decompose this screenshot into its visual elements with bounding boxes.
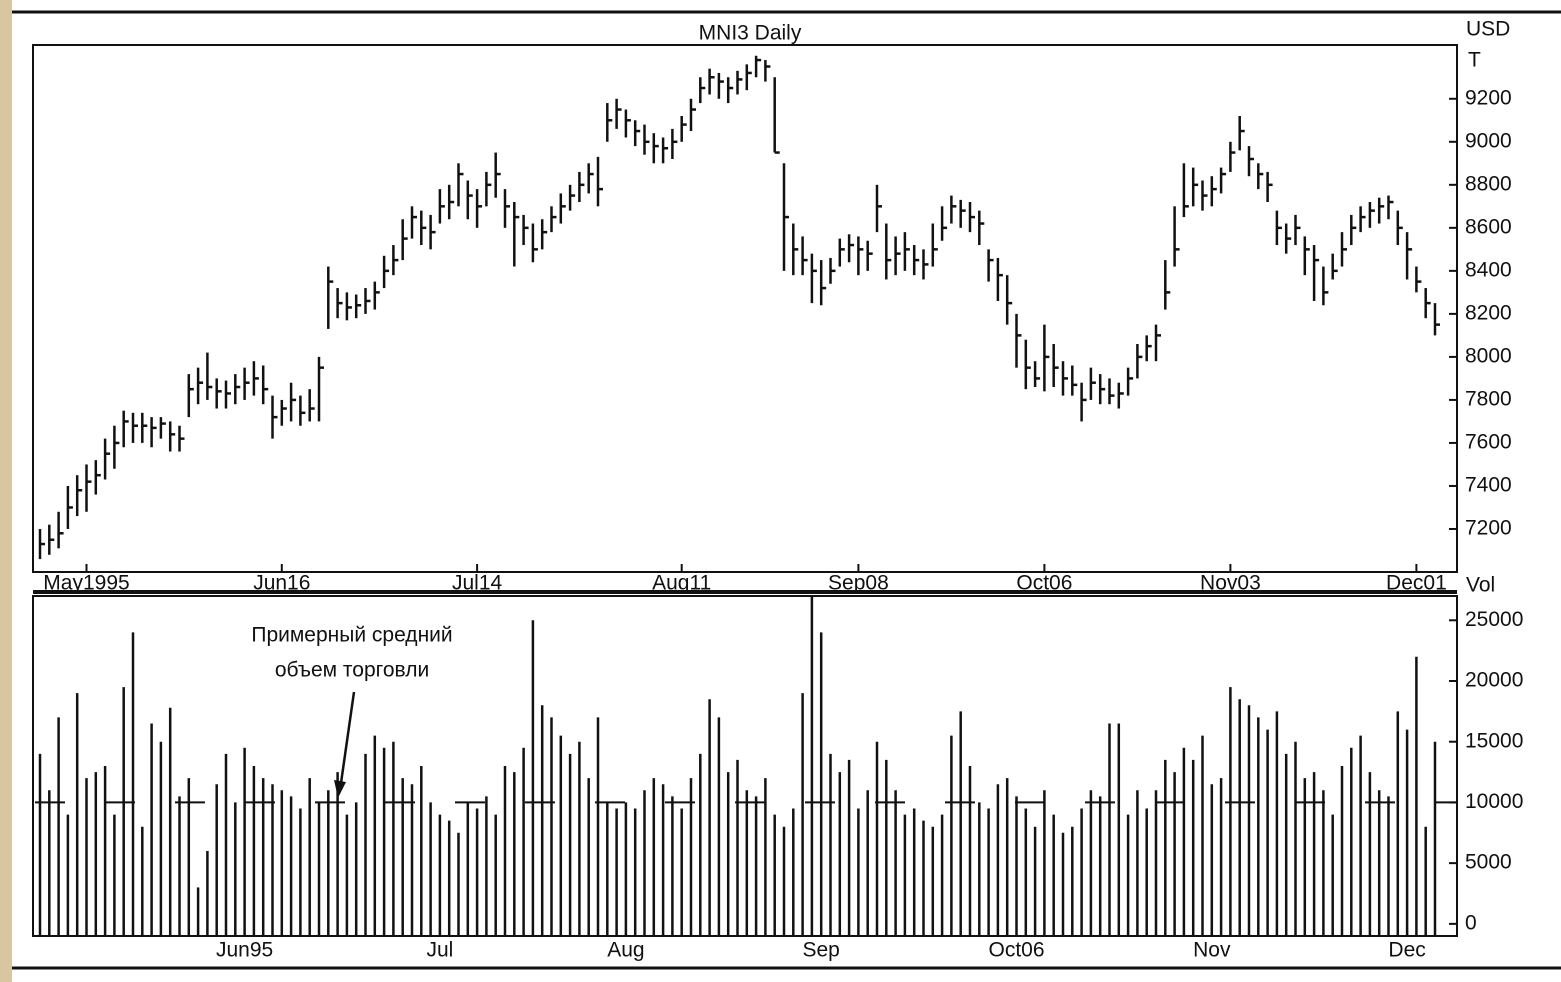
y-tick-label: 8600 <box>1465 215 1512 238</box>
y-tick-label: 15000 <box>1465 729 1523 752</box>
y-tick-label: 10000 <box>1465 790 1523 813</box>
page-edge <box>0 0 12 982</box>
y-tick-label: 7800 <box>1465 387 1512 410</box>
x-tick-label: Dec01 <box>1386 572 1447 595</box>
x-tick-label: Aug <box>607 939 644 962</box>
x-tick-label: Jul14 <box>452 572 503 595</box>
x-tick-label: Dec <box>1388 939 1425 962</box>
x-tick-label: May1995 <box>43 572 129 595</box>
x-tick-label: Oct06 <box>988 939 1044 962</box>
y-tick-label: 9200 <box>1465 86 1512 109</box>
annotation: Примерный средний <box>251 624 452 647</box>
x-tick-label: Sep <box>803 939 840 962</box>
y-tick-label: 7200 <box>1465 517 1512 540</box>
y-tick-label: 25000 <box>1465 608 1523 631</box>
x-tick-label: Nov <box>1193 939 1231 962</box>
x-tick-label: Sep08 <box>828 572 889 595</box>
x-tick-label: Aug11 <box>652 572 711 595</box>
x-tick-label: Oct06 <box>1016 572 1072 595</box>
y-tick-label: 0 <box>1465 911 1477 934</box>
y-axis-unit: T <box>1468 49 1481 72</box>
y-tick-label: 8000 <box>1465 344 1512 367</box>
y-tick-label: 8800 <box>1465 172 1512 195</box>
y-tick-label: 7400 <box>1465 474 1512 497</box>
y-tick-label: 20000 <box>1465 669 1523 692</box>
annotation-arrow <box>338 691 356 791</box>
y-tick-label: 5000 <box>1465 851 1512 874</box>
price-frame <box>32 44 1458 573</box>
x-tick-label: Nov03 <box>1200 572 1261 595</box>
y-tick-label: 9000 <box>1465 129 1512 152</box>
y-axis-label: USD <box>1466 18 1510 41</box>
x-tick-label: Jul <box>426 939 453 962</box>
y-axis-label: Vol <box>1466 574 1495 597</box>
volume-frame <box>32 595 1458 937</box>
chart-title: MNI3 Daily <box>699 22 802 45</box>
y-tick-label: 8400 <box>1465 258 1512 281</box>
x-tick-label: Jun95 <box>216 939 273 962</box>
annotation: объем торговли <box>275 659 429 682</box>
y-tick-label: 7600 <box>1465 430 1512 453</box>
x-tick-label: Jun16 <box>253 572 310 595</box>
y-tick-label: 8200 <box>1465 301 1512 324</box>
